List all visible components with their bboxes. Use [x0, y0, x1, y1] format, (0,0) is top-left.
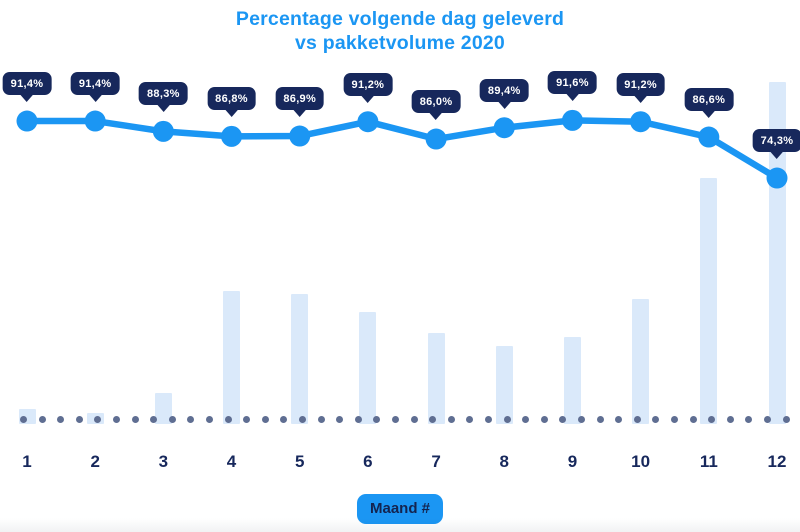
baseline-dot	[764, 415, 771, 423]
volume-bar	[495, 346, 513, 424]
x-axis-label: 7	[431, 452, 441, 471]
baseline-dot	[633, 415, 641, 423]
value-badge: 91,2%	[616, 72, 665, 96]
value-badge: 74,3%	[752, 129, 800, 153]
line-point	[630, 111, 652, 133]
line-point	[152, 120, 174, 142]
line-point	[221, 125, 243, 147]
x-axis-label: 9	[567, 452, 578, 471]
line-point	[698, 126, 720, 148]
value-badge: 91,2%	[343, 72, 393, 96]
baseline-dot	[392, 415, 399, 423]
baseline-dot	[503, 415, 511, 423]
value-badge: 86,0%	[411, 90, 461, 114]
baseline-dot	[187, 415, 195, 423]
x-axis-title-label: Maand #	[369, 500, 431, 517]
baseline-dot	[745, 415, 753, 423]
x-axis-label: 3	[158, 452, 169, 471]
volume-bar	[563, 337, 581, 424]
baseline-dot	[94, 415, 102, 423]
x-axis-label: 2	[90, 452, 100, 471]
volume-bar	[291, 294, 309, 424]
volume-bar	[427, 333, 445, 424]
baseline-dot	[224, 415, 232, 423]
value-badge: 86,8%	[207, 87, 256, 111]
baseline-dot	[150, 415, 158, 423]
value-badge: 88,3%	[139, 82, 188, 106]
baseline-dot	[410, 415, 418, 423]
baseline-dot	[671, 415, 678, 423]
baseline-dot	[578, 415, 585, 423]
baseline-dot	[596, 415, 604, 423]
baseline-dot	[466, 415, 474, 423]
baseline-dot	[317, 415, 325, 423]
x-axis-label: 4	[226, 452, 237, 471]
baseline-dot	[280, 415, 288, 423]
line-point	[357, 111, 379, 133]
baseline-dot	[559, 415, 567, 423]
x-axis-label: 5	[294, 452, 305, 471]
baseline-dot	[336, 415, 344, 423]
x-axis-label: 11	[699, 452, 718, 471]
line-point	[425, 128, 447, 150]
bottom-fade-divider	[0, 518, 800, 532]
baseline-dot	[652, 415, 660, 423]
baseline-dot	[540, 415, 548, 423]
value-badge: 86,9%	[275, 87, 325, 111]
line-point	[84, 110, 106, 132]
baseline-dot	[243, 415, 251, 423]
baseline-dot	[429, 415, 437, 423]
x-axis-label: 6	[363, 452, 373, 471]
baseline-dot	[689, 415, 697, 423]
baseline-dot	[261, 415, 269, 423]
value-badge: 91,4%	[2, 72, 52, 96]
x-axis-title-badge: Maand #	[356, 494, 444, 524]
volume-bar	[154, 393, 172, 424]
baseline-dot	[354, 415, 362, 423]
value-badge: 91,6%	[548, 71, 597, 95]
baseline-dot	[131, 415, 139, 423]
x-axis-label: 10	[631, 452, 651, 471]
baseline-dot	[726, 415, 734, 423]
baseline-dot	[485, 415, 492, 423]
baseline-dot	[206, 415, 213, 423]
baseline-dot	[373, 415, 381, 423]
baseline-dot	[708, 415, 716, 423]
baseline-dot	[113, 415, 120, 423]
chart-title: Percentage volgende dag geleverd vs pakk…	[0, 7, 800, 55]
chart-title-line1: Percentage volgende dag geleverd	[235, 8, 565, 30]
baseline-dot	[782, 415, 790, 423]
baseline-dot	[299, 415, 306, 423]
value-badge: 89,4%	[479, 78, 529, 102]
baseline-dot	[38, 415, 46, 423]
baseline-dot	[168, 415, 176, 423]
line-point	[493, 117, 515, 139]
baseline-dot	[615, 415, 623, 423]
baseline-dot	[20, 415, 27, 423]
x-axis-label: 8	[499, 452, 509, 471]
x-axis-label: 12	[767, 452, 787, 471]
baseline-dot	[57, 415, 65, 423]
volume-bar	[632, 299, 650, 424]
line-point	[16, 110, 38, 132]
baseline-dot	[75, 415, 83, 423]
baseline-dot	[447, 415, 455, 423]
volume-bar	[700, 178, 718, 424]
x-axis-label: 1	[22, 452, 32, 471]
value-badge: 91,4%	[70, 72, 120, 96]
line-point	[289, 125, 311, 147]
volume-bar	[223, 291, 241, 424]
value-badge: 86,6%	[684, 88, 734, 112]
volume-bar	[359, 312, 377, 424]
baseline-dot	[522, 415, 530, 423]
chart-title-line2: vs pakketvolume 2020	[295, 32, 505, 54]
trend-line	[23, 117, 781, 182]
line-point	[561, 109, 583, 131]
